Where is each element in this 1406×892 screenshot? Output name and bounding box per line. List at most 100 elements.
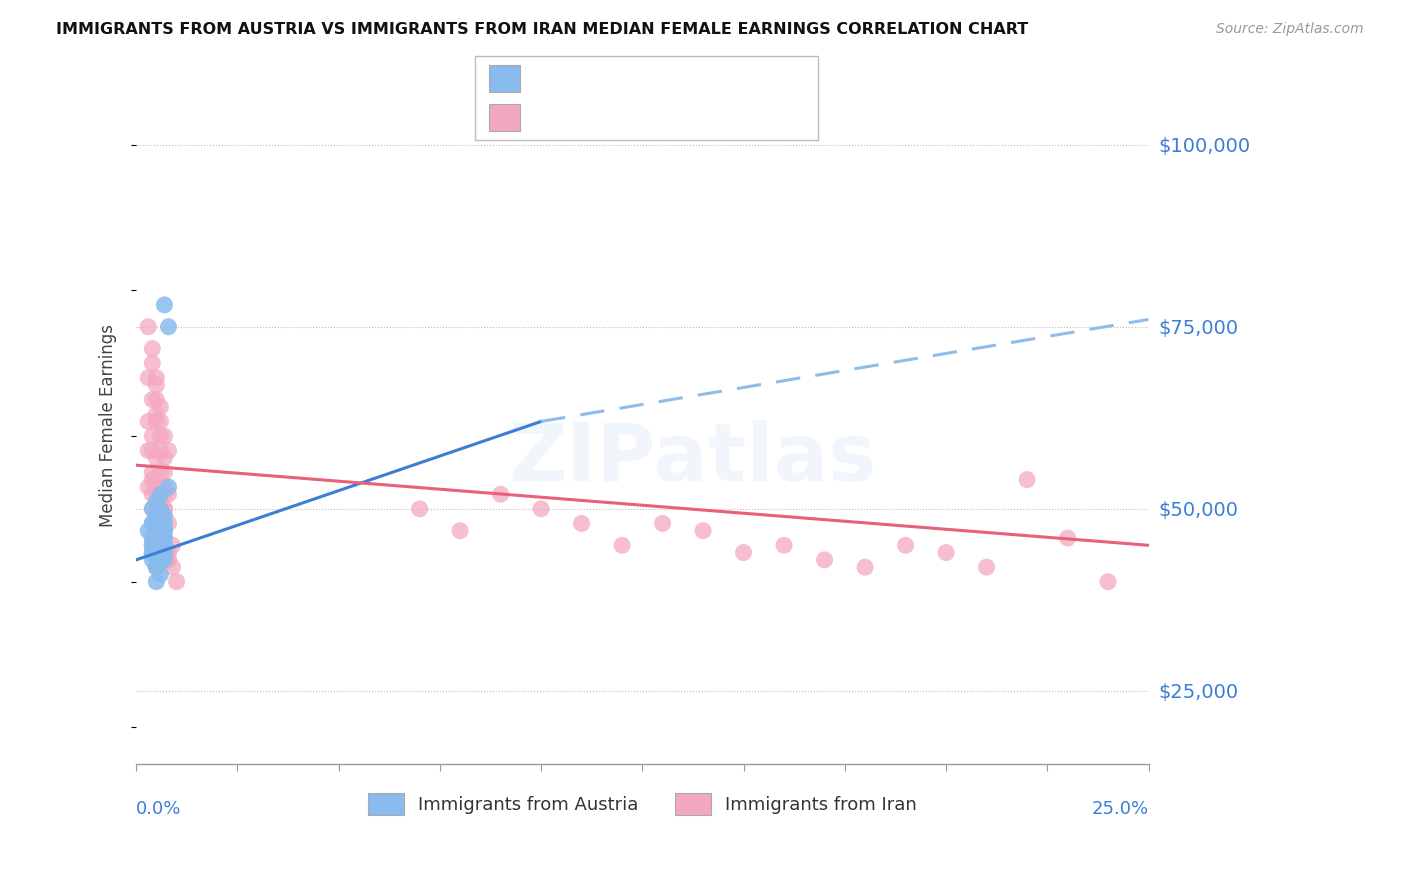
Point	[145, 524, 167, 538]
Text: IMMIGRANTS FROM AUSTRIA VS IMMIGRANTS FROM IRAN MEDIAN FEMALE EARNINGS CORRELATI: IMMIGRANTS FROM AUSTRIA VS IMMIGRANTS FR…	[56, 22, 1029, 37]
Point	[408, 501, 430, 516]
Point	[141, 487, 163, 501]
Point	[145, 450, 167, 465]
Point	[145, 378, 167, 392]
Point	[145, 516, 167, 531]
Point	[141, 501, 163, 516]
Point	[141, 531, 163, 545]
Point	[651, 516, 673, 531]
Point	[141, 545, 163, 559]
Point	[141, 392, 163, 407]
Point	[153, 531, 176, 545]
Point	[153, 501, 176, 516]
Point	[149, 538, 172, 552]
Point	[145, 414, 167, 428]
Point	[692, 524, 714, 538]
Point	[141, 516, 163, 531]
Point	[145, 501, 167, 516]
Point	[157, 516, 180, 531]
Point	[489, 487, 512, 501]
Point	[1015, 473, 1038, 487]
Point	[136, 524, 159, 538]
Point	[141, 538, 163, 552]
Point	[935, 545, 957, 559]
Point	[145, 560, 167, 574]
Point	[153, 524, 176, 538]
Point	[149, 429, 172, 443]
Point	[149, 531, 172, 545]
Point	[145, 524, 167, 538]
Point	[162, 560, 184, 574]
Point	[145, 560, 167, 574]
Point	[157, 443, 180, 458]
Point	[136, 443, 159, 458]
Point	[141, 516, 163, 531]
Point	[157, 487, 180, 501]
Point	[149, 414, 172, 428]
Point	[145, 509, 167, 524]
Point	[149, 524, 172, 538]
Point	[145, 545, 167, 559]
Point	[157, 553, 180, 567]
Point	[145, 524, 167, 538]
Point	[149, 553, 172, 567]
Legend: Immigrants from Austria, Immigrants from Iran: Immigrants from Austria, Immigrants from…	[360, 786, 924, 822]
Point	[894, 538, 917, 552]
Point	[813, 553, 835, 567]
Point	[149, 443, 172, 458]
Point	[145, 494, 167, 508]
Point	[153, 538, 176, 552]
Point	[1056, 531, 1078, 545]
Y-axis label: Median Female Earnings: Median Female Earnings	[100, 324, 117, 526]
Point	[141, 538, 163, 552]
Point	[153, 450, 176, 465]
Point	[141, 466, 163, 480]
Point	[449, 524, 471, 538]
Point	[141, 429, 163, 443]
Point	[149, 466, 172, 480]
Point	[157, 319, 180, 334]
Text: R = -0.245   N = 79: R = -0.245 N = 79	[529, 101, 706, 119]
Point	[153, 298, 176, 312]
Point	[149, 531, 172, 545]
Point	[141, 443, 163, 458]
Point	[166, 574, 188, 589]
Point	[149, 538, 172, 552]
Point	[153, 466, 176, 480]
Point	[530, 501, 553, 516]
Point	[141, 342, 163, 356]
Point	[149, 524, 172, 538]
Point	[149, 400, 172, 414]
Point	[976, 560, 998, 574]
Point	[145, 531, 167, 545]
Point	[145, 531, 167, 545]
Point	[153, 524, 176, 538]
Point	[153, 487, 176, 501]
Text: 0.0%: 0.0%	[136, 800, 181, 818]
Point	[141, 553, 163, 567]
Point	[145, 392, 167, 407]
Point	[571, 516, 593, 531]
Point	[149, 494, 172, 508]
Point	[853, 560, 876, 574]
Point	[149, 531, 172, 545]
Point	[145, 545, 167, 559]
Point	[157, 553, 180, 567]
Point	[145, 516, 167, 531]
Point	[153, 480, 176, 494]
Text: ZIPatlas: ZIPatlas	[509, 420, 877, 498]
Text: 25.0%: 25.0%	[1091, 800, 1149, 818]
Point	[141, 356, 163, 370]
Point	[153, 531, 176, 545]
Point	[153, 545, 176, 559]
Point	[145, 480, 167, 494]
Point	[149, 567, 172, 582]
Point	[149, 516, 172, 531]
Point	[149, 531, 172, 545]
Point	[149, 538, 172, 552]
Point	[773, 538, 796, 552]
Point	[141, 501, 163, 516]
Point	[149, 545, 172, 559]
Point	[153, 545, 176, 559]
Point	[157, 545, 180, 559]
